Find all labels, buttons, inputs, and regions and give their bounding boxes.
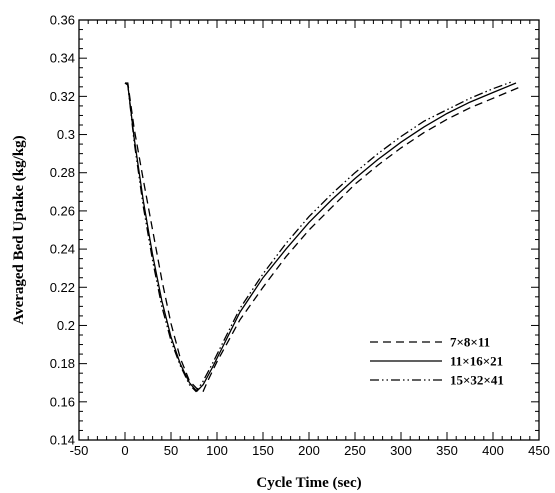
y-tick-label: 0.36: [50, 13, 75, 28]
series-line-3: [124, 81, 512, 393]
legend-label-3: 15×32×41: [450, 373, 504, 388]
x-tick-label: 100: [206, 443, 228, 458]
y-tick-label: 0.14: [50, 433, 75, 448]
y-tick-label: 0.22: [50, 280, 75, 295]
y-tick-label: 0.34: [50, 51, 75, 66]
x-tick-label: 300: [390, 443, 412, 458]
y-tick-label: 0.3: [57, 127, 75, 142]
axis-tick-labels: -50 0 50 100 150 200 250 300 350 400 450 0.14 0.16 0.…: [50, 13, 550, 459]
series-lines: [124, 81, 521, 393]
y-axis-title: Averaged Bed Uptake (kg/kg): [11, 135, 27, 324]
x-axis-title: Cycle Time (sec): [256, 475, 361, 491]
series-line-1: [125, 82, 521, 393]
y-tick-label: 0.26: [50, 203, 75, 218]
y-tick-label: 0.28: [50, 165, 75, 180]
legend-label-2: 11×16×21: [450, 354, 503, 369]
x-tick-label: 150: [252, 443, 274, 458]
x-tick-label: 350: [436, 443, 458, 458]
y-tick-label: 0.18: [50, 356, 75, 371]
legend: 7×8×11 11×16×21 15×32×41: [370, 335, 504, 388]
x-tick-label: 400: [482, 443, 504, 458]
y-tick-label: 0.24: [50, 242, 75, 257]
y-tick-label: 0.32: [50, 89, 75, 104]
x-tick-label: -50: [70, 443, 89, 458]
x-tick-label: 50: [164, 443, 178, 458]
y-tick-label: 0.2: [57, 318, 75, 333]
legend-label-1: 7×8×11: [450, 335, 490, 350]
axis-ticks: [78, 19, 540, 441]
x-tick-label: 200: [298, 443, 320, 458]
x-tick-label: 450: [528, 443, 550, 458]
series-line-2: [124, 82, 517, 393]
y-tick-label: 0.16: [50, 394, 75, 409]
x-tick-label: 250: [344, 443, 366, 458]
x-tick-label: 0: [121, 443, 128, 458]
